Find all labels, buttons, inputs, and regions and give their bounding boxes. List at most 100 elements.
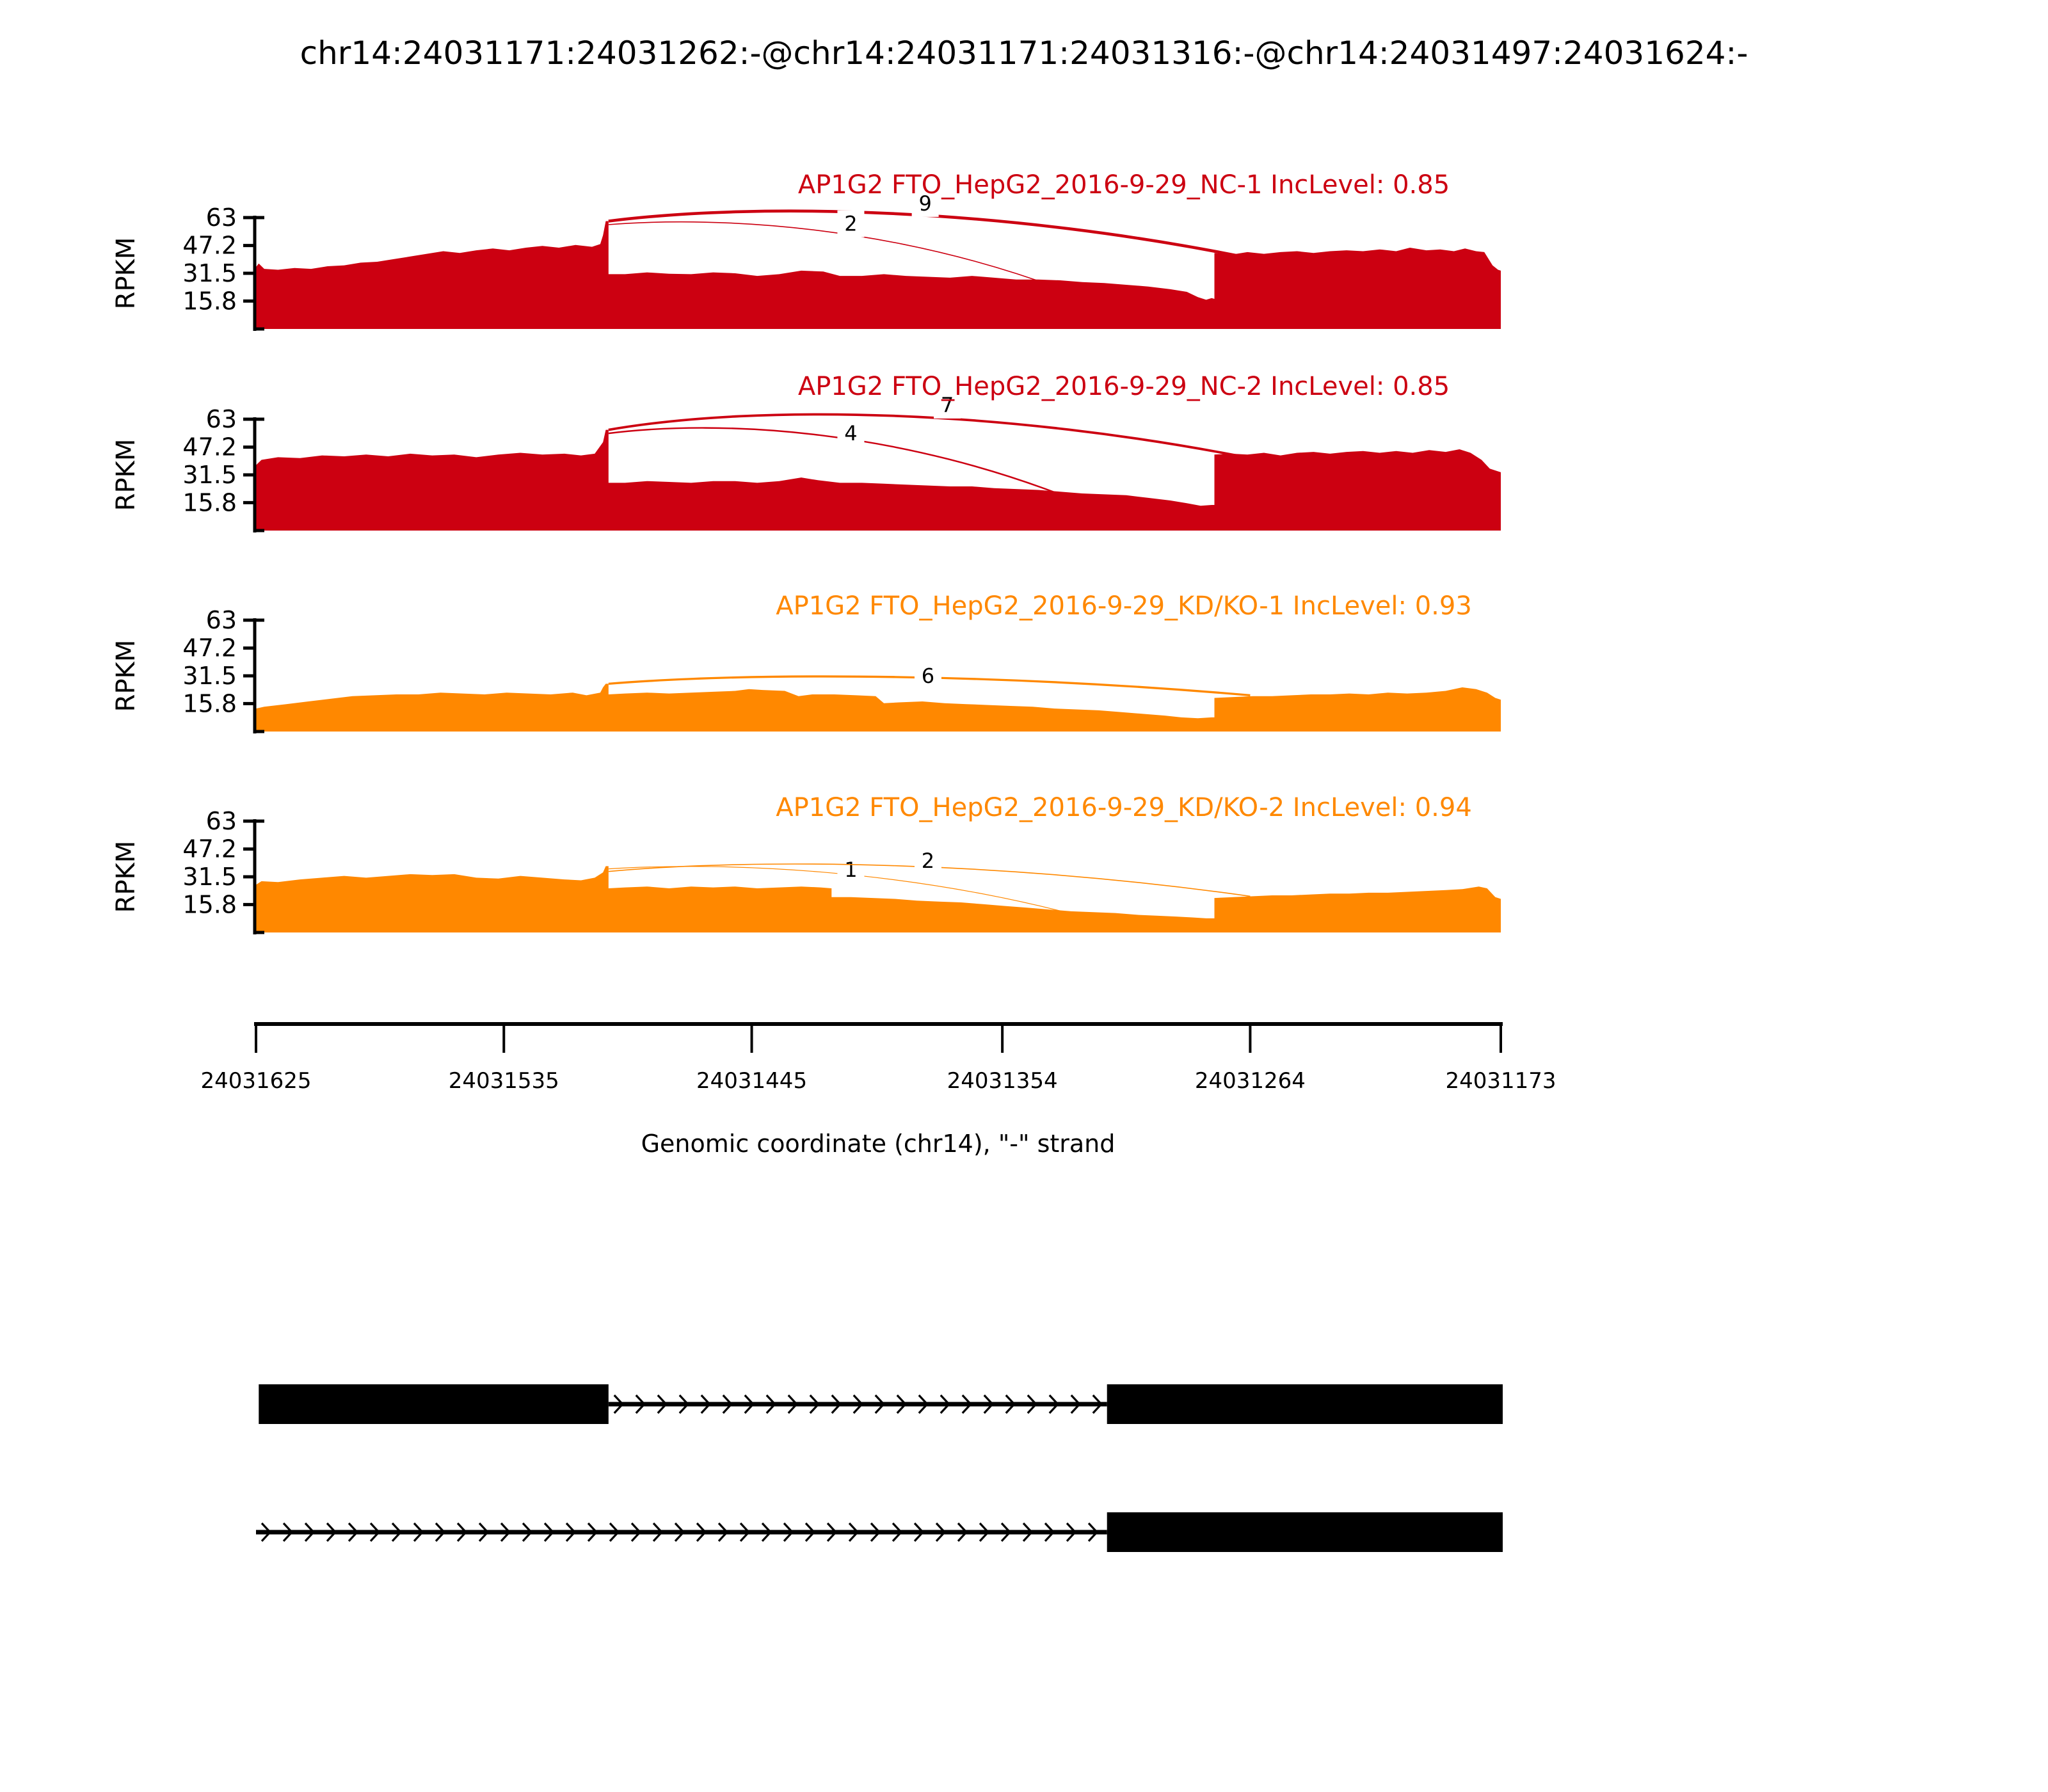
strand-arrow-icon [935,1522,947,1542]
junction-count-bg [934,391,961,419]
track-title: AP1G2 FTO_HepG2_2016-9-29_KD/KO-2 IncLev… [776,793,1472,822]
strand-arrow-icon [326,1522,337,1542]
y-tick-label: 63 [206,807,237,835]
track-title: AP1G2 FTO_HepG2_2016-9-29_KD/KO-1 IncLev… [776,591,1472,621]
strand-arrow-icon [848,1522,860,1542]
junction-count-bg [837,210,865,237]
junction-count-label: 2 [844,212,857,236]
strand-arrow-icon [804,1522,816,1542]
strand-arrow-icon [1066,1522,1077,1542]
x-tick-label: 24031264 [1195,1068,1306,1094]
track-title: AP1G2 FTO_HepG2_2016-9-29_NC-1 IncLevel:… [798,170,1450,200]
junction-arc [608,209,1251,260]
y-tick-label: 63 [206,204,237,232]
junction-count-bg [837,856,865,883]
transcript-1 [259,1384,1503,1424]
x-axis: 24031625 24031535 24031445 24031354 24031264… [200,1022,1556,1094]
strand-arrow-icon [979,1522,990,1542]
strand-arrow-icon [609,1522,620,1542]
gene-model [256,1384,1503,1552]
junction-arc [608,866,1083,917]
y-tick-label: 15.8 [182,890,237,918]
strand-arrow-icon [892,1522,903,1542]
y-tick-label: 31.5 [182,461,237,489]
y-tick-label: 31.5 [182,863,237,891]
strand-arrow-icon [348,1522,359,1542]
strand-arrow-icon [700,1394,711,1414]
y-axis-caps [255,216,264,331]
strand-arrow-icon [913,1522,925,1542]
junction-count-label: 6 [922,664,934,688]
coverage-area [256,429,1501,531]
strand-arrow-icon [957,1522,968,1542]
strand-arrow-icon [761,1522,772,1542]
y-tick-label: 15.8 [182,287,237,315]
strand-arrow-icon [1044,1522,1055,1542]
y-tick-label: 47.2 [182,433,237,461]
strand-arrow-icon [783,1522,794,1542]
junction-arc [608,427,1083,504]
strand-arrow-icon [744,1394,755,1414]
figure-title: chr14:24031171:24031262:-@chr14:24031171… [300,35,1748,72]
x-tick-label: 24031625 [200,1068,311,1094]
strand-arrow-icon [1022,1522,1034,1542]
x-tick-label: 24031445 [696,1068,807,1094]
y-tick-label: 15.8 [182,689,237,717]
strand-arrow-icon [613,1394,624,1414]
exon-rect [1107,1512,1503,1552]
exon-rect [259,1384,609,1424]
y-tick-label: 47.2 [182,835,237,863]
junction-count-label: 1 [844,858,857,882]
y-tick-label: 15.8 [182,488,237,516]
strand-arrow-icon [870,1522,881,1542]
strand-arrow-icon [587,1522,598,1542]
strand-arrow-icon [657,1394,668,1414]
y-axis-label: RPKM [111,237,141,310]
junction-count-bg [837,420,865,447]
y-axis-caps [255,819,264,934]
strand-arrow-icon [1092,1394,1103,1414]
strand-arrow-icon [722,1394,733,1414]
strand-arrow-icon [369,1522,381,1542]
junction-count-bg [914,847,941,875]
exon-rect [1107,1384,1503,1424]
transcript-2 [256,1512,1503,1552]
strand-arrow-icon [961,1394,972,1414]
junction-arc [608,221,1083,298]
strand-arrow-icon [543,1522,555,1542]
strand-arrow-icon [304,1522,316,1542]
y-axis-caps [255,417,264,532]
strand-arrow-icon [739,1522,751,1542]
y-tick-label: 31.5 [182,259,237,287]
strand-arrow-icon [1027,1394,1037,1414]
strand-arrow-icon [522,1522,533,1542]
strand-arrow-icon [1000,1522,1012,1542]
strand-arrow-icon [456,1522,468,1542]
strand-arrow-icon [282,1522,294,1542]
y-axis-label: RPKM [111,640,141,712]
x-axis-label: Genomic coordinate (chr14), "-" strand [641,1130,1116,1158]
strand-arrow-icon [565,1522,577,1542]
x-tick-label: 24031173 [1445,1068,1556,1094]
strand-arrow-icon [809,1394,820,1414]
strand-arrow-icon [1087,1522,1099,1542]
y-tick-label: 63 [206,405,237,433]
strand-arrow-icon [652,1522,664,1542]
junction-count-label: 2 [922,849,934,873]
x-tick-label: 24031354 [947,1068,1058,1094]
strand-arrow-icon [435,1522,446,1542]
strand-arrow-icon [1005,1394,1016,1414]
strand-arrow-icon [831,1394,842,1414]
strand-arrow-icon [765,1394,776,1414]
strand-arrow-icon [674,1522,685,1542]
y-axis-label: RPKM [111,439,141,511]
strand-arrow-icon [1070,1394,1081,1414]
y-tick-label: 63 [206,606,237,634]
y-tick-label: 47.2 [182,634,237,662]
strand-arrow-icon [391,1522,403,1542]
strand-arrow-icon [852,1394,863,1414]
